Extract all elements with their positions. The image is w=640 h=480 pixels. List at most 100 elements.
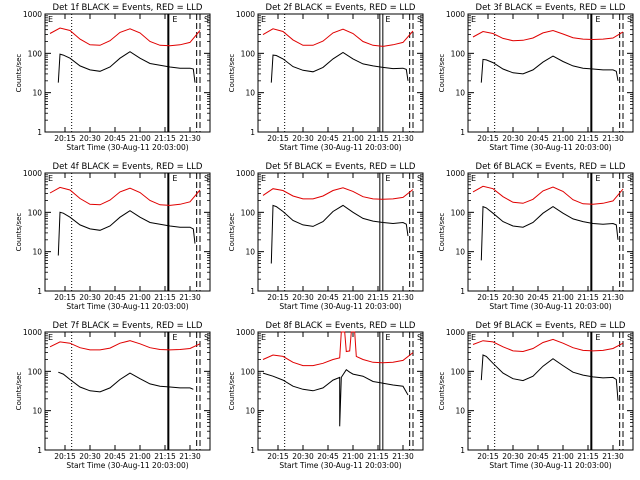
x-tick-label: 20:15 [54,134,76,143]
corner-label: E [48,174,53,183]
x-tick-label: 20:30 [79,134,101,143]
events-series-line [58,371,194,393]
corner-label: S [204,333,209,342]
x-tick-label: 20:45 [317,452,339,461]
x-tick-label: 20:45 [317,134,339,143]
x-tick-label: 20:15 [477,134,499,143]
corner-label: E [385,333,390,342]
corner-label: E [261,333,266,342]
chart-panel-1: Det 1f BLACK = Events, RED = LLD 1 10 100 10… [15,3,211,152]
y-tick-label: 1 [250,446,255,455]
plot-frame [44,331,211,451]
x-axis-label: Start Time (30-Aug-11 20:03:00) [66,461,188,470]
y-tick-label: 1 [460,446,465,455]
x-tick-label: 21:00 [552,452,574,461]
plot-frame [257,331,424,451]
y-tick-label: 10 [245,407,255,416]
y-tick-label: 1000 [236,10,255,19]
y-axis-label: Counts/sec [15,213,23,252]
x-tick-label: 21:00 [342,452,364,461]
chart-title: Det 3f BLACK = Events, RED = LLD [476,3,626,13]
x-axis-label: Start Time (30-Aug-11 20:03:00) [279,461,401,470]
events-series-line [480,354,619,401]
x-tick-label: 21:30 [602,452,624,461]
x-tick-label: 20:15 [267,134,289,143]
x-tick-label: 21:15 [577,452,599,461]
y-tick-label: 100 [451,367,466,376]
y-tick-label: 100 [241,367,256,376]
y-axis-label: Counts/sec [228,213,236,252]
corner-label: E [172,15,177,24]
x-tick-label: 20:15 [267,452,289,461]
y-tick-label: 1000 [236,169,255,178]
corner-label: E [261,174,266,183]
x-axis-label: Start Time (30-Aug-11 20:03:00) [489,143,611,152]
y-tick-label: 10 [32,407,42,416]
x-tick-label: 20:15 [54,452,76,461]
x-tick-label: 21:30 [392,293,414,302]
y-tick-label: 10 [455,407,465,416]
corner-label: E [172,174,177,183]
x-tick-label: 20:30 [292,134,314,143]
x-tick-label: 21:00 [552,134,574,143]
x-axis-label: Start Time (30-Aug-11 20:03:00) [489,461,611,470]
chart-title: Det 8f BLACK = Events, RED = LLD [266,321,416,331]
x-tick-label: 20:15 [477,293,499,302]
plot-frame [467,172,634,292]
y-tick-label: 1000 [446,328,465,337]
chart-title: Det 7f BLACK = Events, RED = LLD [53,321,203,331]
corner-label: S [627,15,632,24]
y-tick-label: 1 [460,128,465,137]
x-tick-label: 20:45 [104,452,126,461]
chart-title: Det 2f BLACK = Events, RED = LLD [266,3,416,13]
x-tick-label: 20:30 [502,134,524,143]
x-tick-label: 21:00 [342,134,364,143]
corner-label: E [172,333,177,342]
y-tick-label: 1 [37,128,42,137]
y-axis-label: Counts/sec [438,54,446,93]
y-tick-label: 1 [37,287,42,296]
chart-title: Det 6f BLACK = Events, RED = LLD [476,162,626,172]
y-tick-label: 10 [455,89,465,98]
y-tick-label: 10 [32,248,42,257]
corner-label: E [471,333,476,342]
corner-label: E [385,15,390,24]
x-tick-label: 20:15 [54,293,76,302]
x-tick-label: 20:30 [292,293,314,302]
x-tick-label: 21:00 [129,452,151,461]
x-tick-label: 21:30 [392,452,414,461]
y-tick-label: 100 [28,367,43,376]
chart-title: Det 5f BLACK = Events, RED = LLD [266,162,416,172]
x-tick-label: 20:30 [502,293,524,302]
y-axis-label: Counts/sec [15,372,23,411]
x-axis-label: Start Time (30-Aug-11 20:03:00) [279,302,401,311]
y-tick-label: 100 [28,208,43,217]
corner-label: E [595,174,600,183]
y-axis-label: Counts/sec [228,372,236,411]
y-tick-label: 1000 [446,169,465,178]
x-tick-label: 20:45 [527,452,549,461]
corner-label: S [417,333,422,342]
x-tick-label: 21:15 [367,293,389,302]
events-series-line [480,205,619,261]
chart-panel-8: Det 8f BLACK = Events, RED = LLD 1 10 100 10… [228,321,424,470]
x-tick-label: 21:30 [602,293,624,302]
events-series-line [480,55,619,83]
chart-title: Det 1f BLACK = Events, RED = LLD [53,3,203,13]
y-tick-label: 1 [250,287,255,296]
x-tick-label: 20:45 [527,293,549,302]
x-tick-label: 21:15 [577,134,599,143]
y-tick-label: 10 [245,89,255,98]
corner-label: E [595,333,600,342]
x-axis-label: Start Time (30-Aug-11 20:03:00) [66,143,188,152]
x-tick-label: 21:15 [577,293,599,302]
corner-label: S [627,174,632,183]
x-tick-label: 21:30 [392,134,414,143]
y-tick-label: 1000 [23,328,42,337]
lld-series-line [472,185,624,205]
x-tick-label: 20:45 [317,293,339,302]
x-tick-label: 21:30 [602,134,624,143]
y-axis-label: Counts/sec [15,54,23,93]
y-tick-label: 1 [460,287,465,296]
y-axis-label: Counts/sec [228,54,236,93]
